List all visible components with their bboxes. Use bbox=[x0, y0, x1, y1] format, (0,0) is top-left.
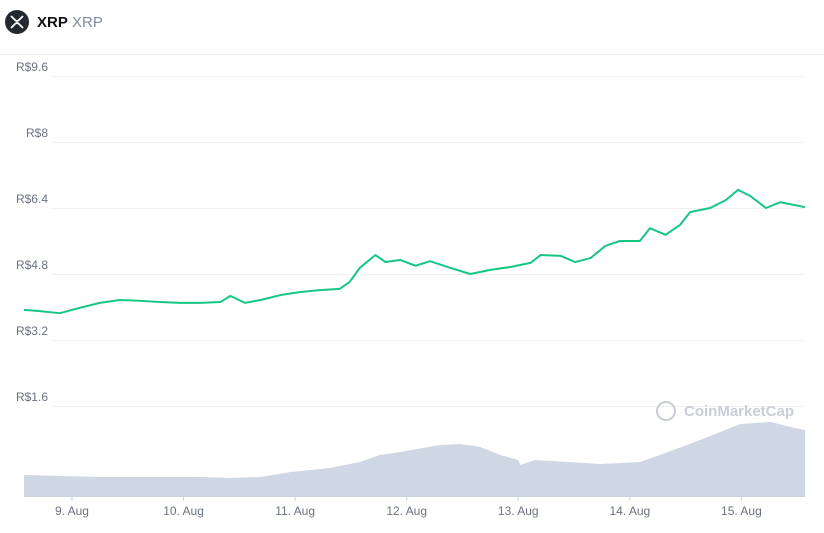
x-tick-label: 9. Aug bbox=[55, 504, 89, 518]
price-line bbox=[23, 188, 806, 315]
header-bg bbox=[0, 0, 824, 54]
y-tick-label: R$4.8 bbox=[16, 258, 48, 272]
coin-name: XRP bbox=[37, 14, 68, 31]
y-tick-label: R$6.4 bbox=[16, 192, 48, 206]
x-tick-label: 10. Aug bbox=[163, 504, 204, 518]
x-tick-label: 14. Aug bbox=[609, 504, 650, 518]
x-tick-label: 13. Aug bbox=[498, 504, 539, 518]
watermark-logo bbox=[656, 401, 676, 421]
y-tick-label: R$1.6 bbox=[16, 390, 48, 404]
x-tick-label: 12. Aug bbox=[386, 504, 427, 518]
y-tick-label: R$8 bbox=[26, 126, 48, 140]
volume-area bbox=[24, 422, 805, 496]
y-tick-label: R$9.6 bbox=[16, 60, 48, 74]
coin-icon bbox=[5, 10, 29, 34]
coin-symbol: XRP bbox=[72, 14, 103, 31]
x-tick-label: 15. Aug bbox=[721, 504, 762, 518]
x-tick-label: 11. Aug bbox=[275, 504, 315, 518]
coin-icon-glyph bbox=[10, 15, 24, 29]
watermark: CoinMarketCap bbox=[684, 403, 794, 420]
y-tick-label: R$3.2 bbox=[16, 324, 48, 338]
